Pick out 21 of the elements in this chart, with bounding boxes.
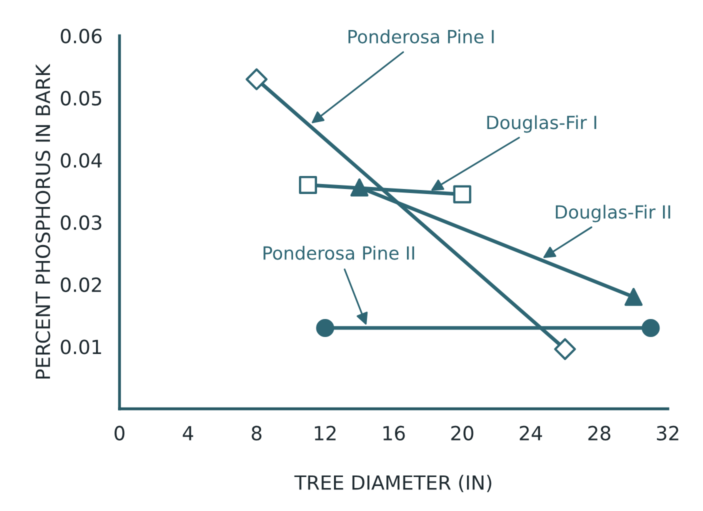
y-tick-label: 0.06 bbox=[60, 28, 102, 44]
y-tick-label: 0.02 bbox=[60, 277, 101, 292]
x-tick-label: 12 bbox=[314, 426, 336, 440]
x-axis-title: TREE DIAMETER (IN) bbox=[294, 474, 492, 492]
x-tick-label: 0 bbox=[114, 426, 124, 441]
text: Ponderosa Pine I bbox=[348, 29, 494, 44]
text: Ponderosa Pine II bbox=[264, 246, 414, 260]
text: Douglas-Fir I bbox=[487, 115, 596, 133]
x-tick-label: 20 bbox=[451, 426, 474, 441]
x-tick-label: 32 bbox=[656, 426, 678, 441]
y-tick-label: 0.01 bbox=[60, 340, 102, 354]
y-tick-label: 0.05 bbox=[60, 90, 102, 106]
x-tick-label: 24 bbox=[520, 426, 542, 440]
x-tick-label: 28 bbox=[588, 426, 610, 441]
text: Douglas-Fir II bbox=[556, 204, 670, 222]
y-tick-label: 0.04 bbox=[60, 153, 102, 168]
y-tick-label: 0.03 bbox=[60, 215, 102, 230]
x-tick-label: 4 bbox=[182, 426, 194, 440]
x-tick-label: 16 bbox=[383, 426, 405, 441]
y-axis-title: PERCENT PHOSPHORUS IN BARK bbox=[36, 64, 50, 379]
x-tick-label: 8 bbox=[252, 426, 262, 441]
